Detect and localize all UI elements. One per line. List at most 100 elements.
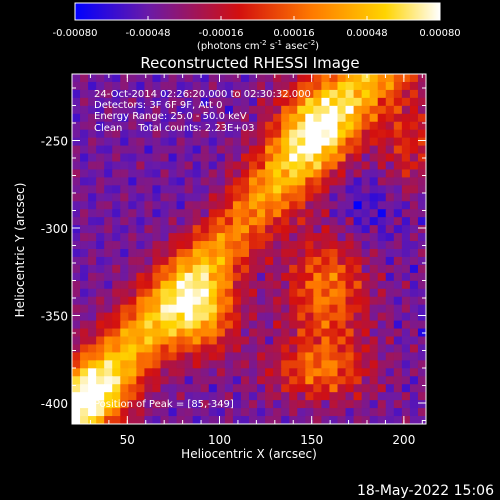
heatmap-cell <box>401 145 411 155</box>
heatmap-cell <box>313 328 323 338</box>
heatmap-cell <box>345 352 355 361</box>
heatmap-cell <box>273 225 282 234</box>
heatmap-cell <box>128 121 137 131</box>
heatmap-cell <box>120 153 129 163</box>
heatmap-cell <box>321 280 331 290</box>
heatmap-cell <box>224 280 234 290</box>
heatmap-cell <box>224 344 234 353</box>
heatmap-cell <box>80 161 89 171</box>
heatmap-cell <box>216 336 226 346</box>
heatmap-cell <box>329 400 339 409</box>
heatmap-cell <box>329 416 339 424</box>
heatmap-cell <box>281 288 290 298</box>
heatmap-cell <box>353 81 363 91</box>
heatmap-cell <box>184 368 194 377</box>
heatmap-cell <box>136 296 146 306</box>
heatmap-cell <box>216 392 226 401</box>
heatmap-cell <box>281 416 290 424</box>
heatmap-cell <box>112 392 121 401</box>
heatmap-cell <box>208 201 218 210</box>
heatmap-cell <box>120 328 129 338</box>
heatmap-cell <box>120 217 129 226</box>
heatmap-cell <box>337 201 347 210</box>
heatmap-cell <box>72 137 81 147</box>
heatmap-cell <box>409 376 419 385</box>
y-axis-label: Heliocentric Y (arcsec) <box>13 183 27 318</box>
heatmap-cell <box>240 241 250 250</box>
heatmap-cell <box>152 153 162 163</box>
heatmap-cell <box>112 153 121 163</box>
heatmap-cell <box>345 249 355 258</box>
heatmap-cell <box>329 392 339 401</box>
heatmap-cell <box>417 89 426 99</box>
heatmap-cell <box>401 320 411 330</box>
heatmap-cell <box>128 74 137 83</box>
heatmap-cell <box>192 81 202 91</box>
heatmap-cell <box>88 121 97 131</box>
heatmap-cell <box>377 280 387 290</box>
heatmap-cell <box>321 320 331 330</box>
heatmap-cell <box>88 288 97 298</box>
heatmap-cell <box>96 225 105 234</box>
heatmap-cell <box>96 74 105 83</box>
heatmap-cell <box>240 416 250 424</box>
heatmap-cell <box>369 169 379 178</box>
heatmap-cell <box>192 153 202 163</box>
heatmap-cell <box>200 169 210 178</box>
heatmap-cell <box>353 105 363 115</box>
heatmap-cell <box>224 209 234 218</box>
heatmap-cell <box>144 129 154 139</box>
heatmap-cell <box>377 89 387 99</box>
heatmap-cell <box>321 272 331 282</box>
heatmap-cell <box>369 264 379 274</box>
heatmap-cell <box>337 105 347 115</box>
heatmap-cell <box>369 328 379 338</box>
heatmap-cell <box>120 209 129 218</box>
heatmap-cell <box>112 89 121 99</box>
heatmap-cell <box>337 74 347 83</box>
heatmap-cell <box>297 145 306 155</box>
heatmap-cell <box>216 328 226 338</box>
heatmap-cell <box>409 312 419 322</box>
heatmap-cell <box>281 97 290 107</box>
heatmap-cell <box>273 217 282 226</box>
heatmap-cell <box>192 225 202 234</box>
heatmap-cell <box>208 169 218 178</box>
colorbar-tick-label: 0.00080 <box>419 28 460 39</box>
heatmap-cell <box>216 185 226 194</box>
heatmap-cell <box>184 376 194 385</box>
heatmap-cell <box>337 280 347 290</box>
heatmap-cell <box>168 129 178 139</box>
heatmap-cell <box>232 280 242 290</box>
heatmap-cell <box>409 217 419 226</box>
heatmap-cell <box>104 408 113 417</box>
heatmap-cell <box>232 153 242 163</box>
heatmap-cell <box>393 376 403 385</box>
heatmap-cell <box>96 177 105 186</box>
heatmap-cell <box>273 352 282 361</box>
heatmap-cell <box>281 217 290 226</box>
heatmap-cell <box>184 97 194 107</box>
heatmap-cell <box>417 336 426 346</box>
heatmap-cell <box>313 121 323 131</box>
heatmap-cell <box>80 145 89 155</box>
heatmap-cell <box>96 392 105 401</box>
heatmap-cell <box>265 336 274 346</box>
y-tick-label: -250 <box>41 135 68 149</box>
heatmap-cell <box>184 81 194 91</box>
heatmap-cell <box>281 105 290 115</box>
heatmap-cell <box>176 89 186 99</box>
heatmap-cell <box>200 105 210 115</box>
heatmap-cell <box>232 241 242 250</box>
heatmap-cell <box>273 368 282 377</box>
heatmap-cell <box>305 288 314 298</box>
heatmap-cell <box>144 225 154 234</box>
heatmap-cell <box>136 169 146 178</box>
heatmap-cell <box>273 376 282 385</box>
heatmap-cell <box>208 225 218 234</box>
heatmap-cell <box>80 344 89 353</box>
heatmap-cell <box>168 89 178 99</box>
heatmap-cell <box>72 352 81 361</box>
heatmap-cell <box>184 74 194 83</box>
heatmap-cell <box>120 352 129 361</box>
